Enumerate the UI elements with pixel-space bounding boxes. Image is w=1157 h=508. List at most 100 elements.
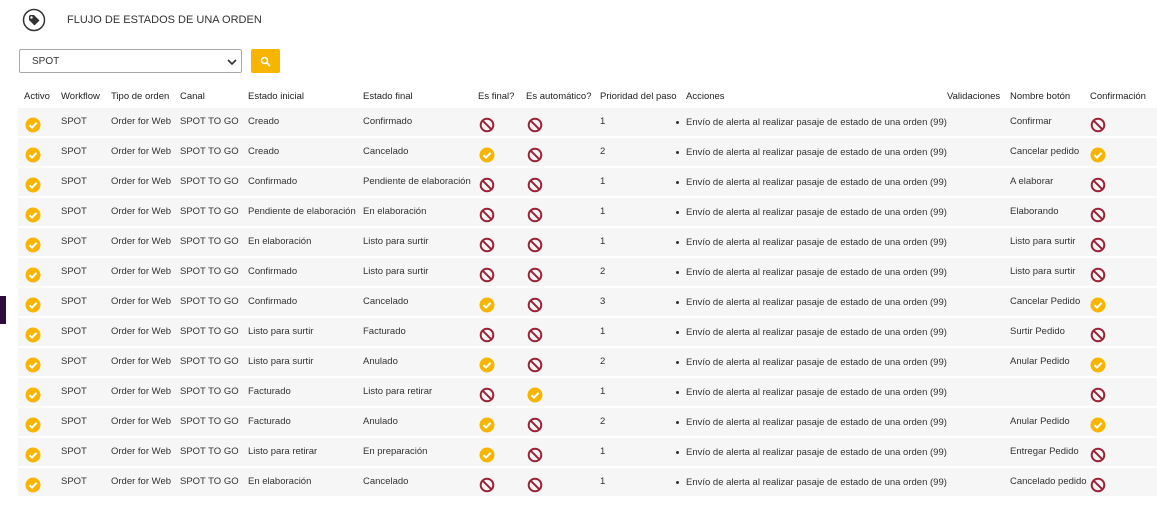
cell-workflow: SPOT: [61, 176, 87, 187]
prohibited-icon: [1090, 177, 1106, 193]
cell-prioridad: 2: [600, 416, 606, 427]
prohibited-icon: [479, 387, 495, 403]
search-button[interactable]: [251, 49, 280, 73]
check-icon: [25, 267, 41, 283]
cell-inicial: Pendiente de elaboración: [248, 206, 356, 217]
prohibited-icon: [479, 267, 495, 283]
cell-boton: Anular Pedido: [1010, 416, 1070, 427]
prohibited-icon: [479, 237, 495, 253]
prohibited-icon: [1090, 327, 1106, 343]
bullet: [676, 241, 679, 244]
cell-workflow: SPOT: [61, 356, 87, 367]
check-icon: [1090, 297, 1106, 313]
prohibited-icon: [527, 477, 543, 493]
search-icon: [260, 56, 271, 67]
cell-canal: SPOT TO GO: [180, 146, 239, 157]
action-item: Envío de alerta al realizar pasaje de es…: [686, 477, 947, 488]
cell-boton: Surtir Pedido: [1010, 326, 1065, 337]
cell-workflow: SPOT: [61, 386, 87, 397]
filter-select[interactable]: SPOT: [19, 49, 242, 73]
cell-final: Anulado: [363, 356, 398, 367]
cell-prioridad: 1: [600, 326, 606, 337]
cell-final: Listo para surtir: [363, 236, 429, 247]
column-header: Nombre botón: [1010, 91, 1071, 102]
action-item: Envío de alerta al realizar pasaje de es…: [686, 327, 947, 338]
cell-final: En preparación: [363, 446, 428, 457]
column-header: Acciones: [686, 91, 725, 102]
row-background: [18, 138, 1157, 166]
prohibited-icon: [527, 357, 543, 373]
cell-final: Confirmado: [363, 116, 413, 127]
bullet: [676, 451, 679, 454]
cell-prioridad: 1: [600, 176, 606, 187]
cell-final: Cancelado: [363, 146, 409, 157]
row-background: [18, 198, 1157, 226]
cell-canal: SPOT TO GO: [180, 326, 239, 337]
action-item: Envío de alerta al realizar pasaje de es…: [686, 207, 947, 218]
action-item: Envío de alerta al realizar pasaje de es…: [686, 417, 947, 428]
cell-prioridad: 2: [600, 356, 606, 367]
column-header: Canal: [180, 91, 205, 102]
cell-workflow: SPOT: [61, 416, 87, 427]
row-background: [18, 348, 1157, 376]
row-background: [18, 258, 1157, 286]
row-background: [18, 438, 1157, 466]
action-item: Envío de alerta al realizar pasaje de es…: [686, 177, 947, 188]
column-header: Estado final: [363, 91, 413, 102]
cell-prioridad: 1: [600, 236, 606, 247]
cell-inicial: Listo para surtir: [248, 326, 314, 337]
cell-canal: SPOT TO GO: [180, 476, 239, 487]
row-background: [18, 468, 1157, 496]
cell-boton: A elaborar: [1010, 176, 1054, 187]
cell-inicial: En elaboración: [248, 476, 312, 487]
prohibited-icon: [527, 207, 543, 223]
cell-boton: Listo para surtir: [1010, 236, 1076, 247]
cell-canal: SPOT TO GO: [180, 116, 239, 127]
check-icon: [25, 207, 41, 223]
cell-tipo: Order for Web: [111, 416, 172, 427]
check-icon: [25, 327, 41, 343]
filter-value: SPOT: [32, 56, 60, 67]
cell-final: Anulado: [363, 416, 398, 427]
cell-inicial: Creado: [248, 116, 280, 127]
cell-canal: SPOT TO GO: [180, 296, 239, 307]
check-icon: [479, 357, 495, 373]
bullet: [676, 181, 679, 184]
action-item: Envío de alerta al realizar pasaje de es…: [686, 237, 947, 248]
cell-prioridad: 1: [600, 386, 606, 397]
cell-final: Listo para surtir: [363, 266, 429, 277]
check-icon: [25, 117, 41, 133]
check-icon: [25, 387, 41, 403]
bullet: [676, 361, 679, 364]
check-icon: [1090, 147, 1106, 163]
cell-final: Pendiente de elaboración: [363, 176, 471, 187]
prohibited-icon: [527, 177, 543, 193]
prohibited-icon: [1090, 447, 1106, 463]
cell-workflow: SPOT: [61, 296, 87, 307]
prohibited-icon: [527, 417, 543, 433]
action-item: Envío de alerta al realizar pasaje de es…: [686, 117, 947, 128]
cell-boton: Confirmar: [1010, 116, 1052, 127]
prohibited-icon: [1090, 267, 1106, 283]
cell-inicial: Confirmado: [248, 296, 298, 307]
cell-final: Listo para retirar: [363, 386, 433, 397]
bullet: [676, 421, 679, 424]
cell-inicial: Listo para surtir: [248, 356, 314, 367]
action-item: Envío de alerta al realizar pasaje de es…: [686, 147, 947, 158]
cell-inicial: Confirmado: [248, 266, 298, 277]
column-header: Workflow: [61, 91, 100, 102]
cell-prioridad: 3: [600, 296, 606, 307]
prohibited-icon: [1090, 207, 1106, 223]
column-header: Confirmación: [1090, 91, 1146, 102]
cell-prioridad: 1: [600, 446, 606, 457]
dropdown-arrow: [227, 59, 237, 66]
cell-canal: SPOT TO GO: [180, 236, 239, 247]
cell-inicial: En elaboración: [248, 236, 312, 247]
row-background: [18, 318, 1157, 346]
row-background: [18, 168, 1157, 196]
prohibited-icon: [1090, 117, 1106, 133]
cell-inicial: Listo para retirar: [248, 446, 318, 457]
cell-workflow: SPOT: [61, 116, 87, 127]
action-item: Envío de alerta al realizar pasaje de es…: [686, 387, 947, 398]
